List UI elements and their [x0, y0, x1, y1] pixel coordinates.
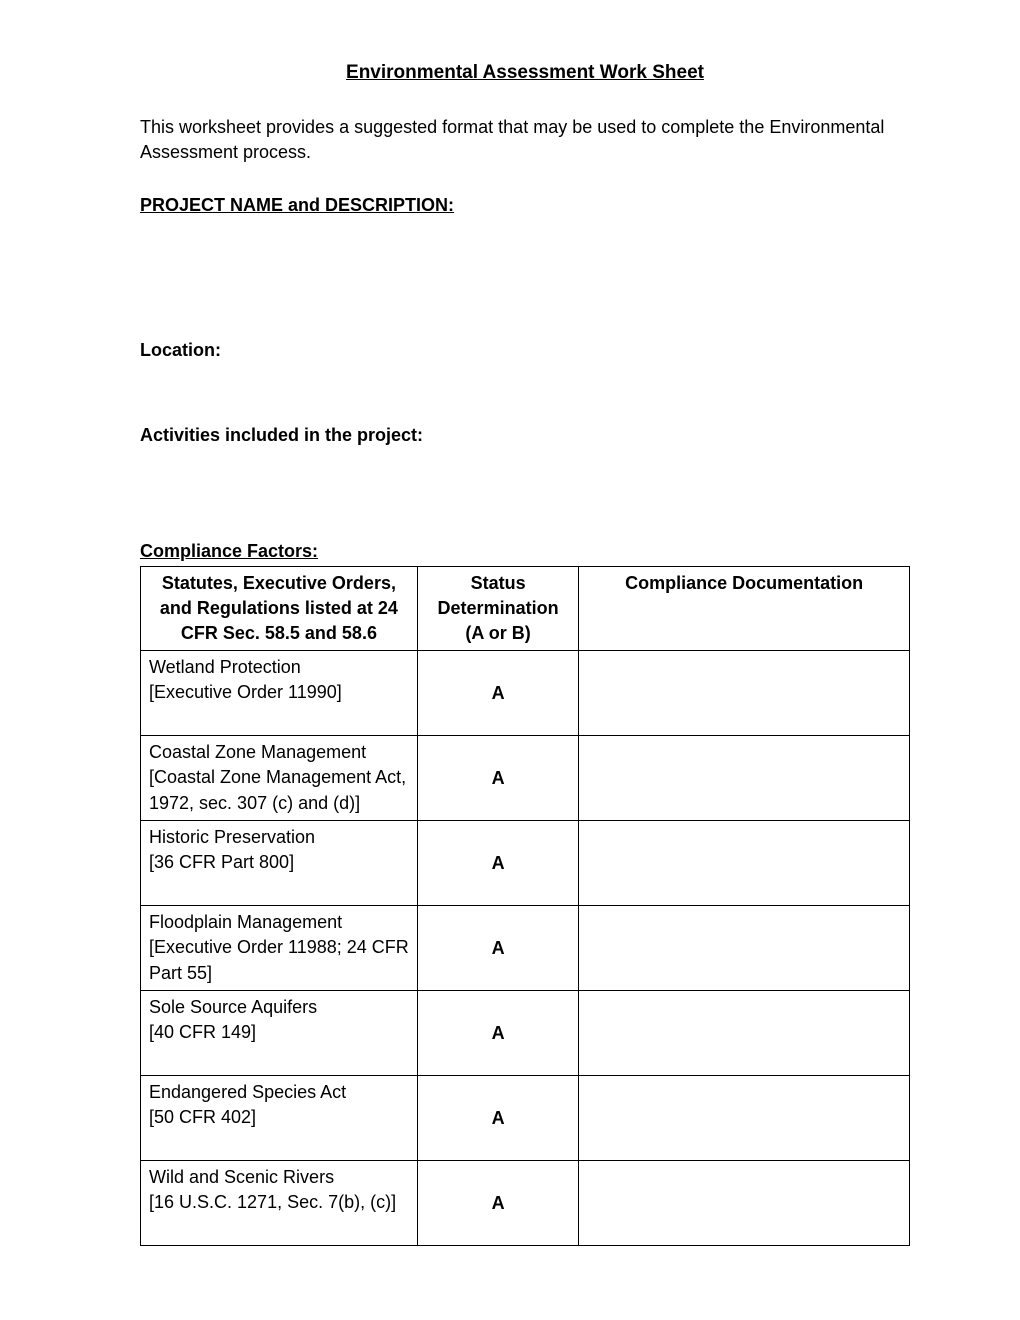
intro-text: This worksheet provides a suggested form…: [140, 115, 910, 165]
cell-factor: Coastal Zone Management[Coastal Zone Man…: [141, 736, 418, 821]
factor-ref: [36 CFR Part 800]: [149, 850, 409, 875]
table-row: Coastal Zone Management[Coastal Zone Man…: [141, 736, 910, 821]
factor-ref: [40 CFR 149]: [149, 1020, 409, 1045]
cell-factor: Floodplain Management[Executive Order 11…: [141, 906, 418, 991]
cell-factor: Wetland Protection[Executive Order 11990…: [141, 651, 418, 736]
cell-documentation: [579, 736, 910, 821]
factor-ref: [16 U.S.C. 1271, Sec. 7(b), (c)]: [149, 1190, 409, 1215]
heading-project: PROJECT NAME and DESCRIPTION:: [140, 193, 910, 218]
cell-documentation: [579, 1076, 910, 1161]
cell-status: A: [417, 1161, 578, 1246]
heading-compliance: Compliance Factors:: [140, 539, 910, 564]
compliance-table: Statutes, Executive Orders, and Regulati…: [140, 566, 910, 1247]
table-row: Historic Preservation[36 CFR Part 800]A: [141, 821, 910, 906]
cell-documentation: [579, 821, 910, 906]
header-compliance-doc: Compliance Documentation: [579, 566, 910, 651]
factor-name: Sole Source Aquifers: [149, 995, 409, 1020]
factor-ref: [50 CFR 402]: [149, 1105, 409, 1130]
cell-status: A: [417, 736, 578, 821]
page-title: Environmental Assessment Work Sheet: [140, 60, 910, 87]
cell-documentation: [579, 651, 910, 736]
factor-ref: [Executive Order 11990]: [149, 680, 409, 705]
header-status-line1: Status Determination: [426, 571, 570, 621]
cell-status: A: [417, 991, 578, 1076]
factor-name: Endangered Species Act: [149, 1080, 409, 1105]
cell-factor: Historic Preservation[36 CFR Part 800]: [141, 821, 418, 906]
table-header-row: Statutes, Executive Orders, and Regulati…: [141, 566, 910, 651]
heading-location: Location:: [140, 338, 910, 363]
table-row: Wild and Scenic Rivers[16 U.S.C. 1271, S…: [141, 1161, 910, 1246]
cell-documentation: [579, 906, 910, 991]
cell-status: A: [417, 821, 578, 906]
factor-name: Wild and Scenic Rivers: [149, 1165, 409, 1190]
factor-name: Wetland Protection: [149, 655, 409, 680]
factor-ref: [Executive Order 11988; 24 CFR Part 55]: [149, 935, 409, 985]
header-status-line2: (A or B): [426, 621, 570, 646]
heading-activities: Activities included in the project:: [140, 423, 910, 448]
cell-status: A: [417, 1076, 578, 1161]
factor-name: Historic Preservation: [149, 825, 409, 850]
cell-factor: Wild and Scenic Rivers[16 U.S.C. 1271, S…: [141, 1161, 418, 1246]
header-statutes: Statutes, Executive Orders, and Regulati…: [141, 566, 418, 651]
table-row: Wetland Protection[Executive Order 11990…: [141, 651, 910, 736]
factor-name: Coastal Zone Management: [149, 740, 409, 765]
cell-status: A: [417, 651, 578, 736]
header-status: Status Determination (A or B): [417, 566, 578, 651]
factor-ref: [Coastal Zone Management Act, 1972, sec.…: [149, 765, 409, 815]
cell-documentation: [579, 1161, 910, 1246]
cell-documentation: [579, 991, 910, 1076]
table-row: Sole Source Aquifers[40 CFR 149]A: [141, 991, 910, 1076]
cell-status: A: [417, 906, 578, 991]
cell-factor: Endangered Species Act[50 CFR 402]: [141, 1076, 418, 1161]
table-row: Floodplain Management[Executive Order 11…: [141, 906, 910, 991]
cell-factor: Sole Source Aquifers[40 CFR 149]: [141, 991, 418, 1076]
table-row: Endangered Species Act[50 CFR 402]A: [141, 1076, 910, 1161]
factor-name: Floodplain Management: [149, 910, 409, 935]
